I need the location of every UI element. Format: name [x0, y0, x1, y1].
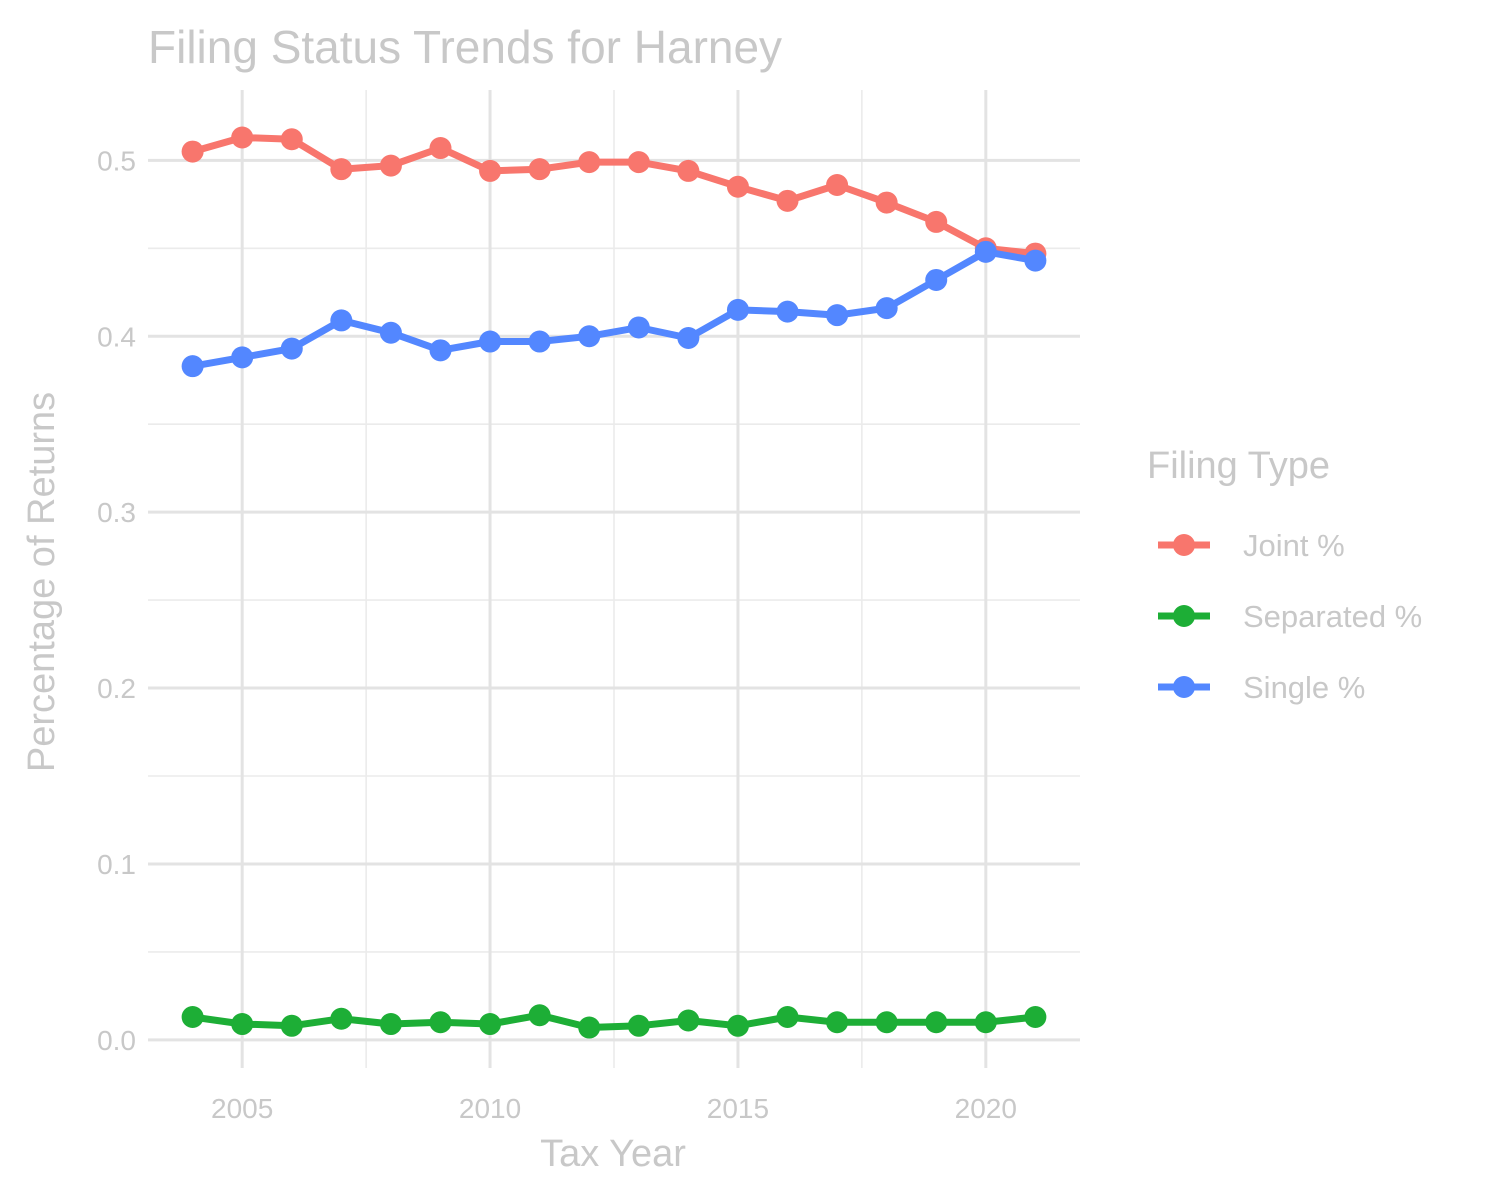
data-point-joint: [726, 175, 749, 198]
data-point-single: [181, 355, 204, 378]
data-point-joint: [231, 126, 254, 149]
data-point-separated: [974, 1011, 997, 1034]
data-point-separated: [1024, 1005, 1047, 1028]
data-point-single: [578, 325, 601, 348]
data-point-separated: [280, 1014, 303, 1037]
data-point-joint: [875, 191, 898, 214]
y-tick-label: 0.5: [97, 145, 136, 176]
legend-key-point: [1173, 605, 1195, 627]
x-tick-label: 2015: [707, 1093, 769, 1124]
data-point-joint: [429, 137, 452, 160]
legend-key-point: [1173, 676, 1195, 698]
data-point-joint: [479, 159, 502, 182]
y-tick-label: 0.4: [97, 321, 136, 352]
data-point-joint: [578, 151, 601, 174]
data-point-single: [330, 309, 353, 332]
data-point-single: [776, 300, 799, 323]
legend-item-single: Single %: [1158, 670, 1365, 705]
legend: Filing Type Joint % Separated % Single %: [1147, 445, 1422, 705]
chart-title: Filing Status Trends for Harney: [148, 21, 782, 73]
data-point-single: [528, 330, 551, 353]
x-axis-title: Tax Year: [540, 1133, 686, 1175]
data-point-single: [429, 339, 452, 362]
data-point-single: [925, 268, 948, 291]
data-point-separated: [528, 1004, 551, 1027]
data-point-single: [379, 321, 402, 344]
data-point-joint: [776, 189, 799, 212]
legend-title: Filing Type: [1147, 445, 1330, 487]
y-axis-title: Percentage of Returns: [21, 392, 63, 772]
data-point-separated: [925, 1011, 948, 1034]
data-point-joint: [379, 154, 402, 177]
data-point-joint: [925, 210, 948, 233]
data-point-joint: [826, 173, 849, 196]
series-separated: [181, 1004, 1047, 1039]
legend-label: Separated %: [1243, 599, 1422, 634]
data-point-separated: [677, 1009, 700, 1032]
series-single: [181, 240, 1047, 378]
axis-tick-labels: 2005 2010 2015 2020 0.0 0.1 0.2 0.3 0.4 0.5: [97, 145, 1017, 1124]
data-point-single: [479, 330, 502, 353]
x-tick-label: 2020: [955, 1093, 1017, 1124]
data-point-joint: [280, 128, 303, 151]
data-point-separated: [479, 1013, 502, 1036]
data-point-single: [280, 337, 303, 360]
data-series: [181, 126, 1047, 1039]
data-point-separated: [429, 1011, 452, 1034]
data-point-single: [1024, 249, 1047, 272]
data-point-single: [726, 298, 749, 321]
data-point-separated: [578, 1016, 601, 1039]
data-point-joint: [677, 159, 700, 182]
x-tick-label: 2010: [459, 1093, 521, 1124]
legend-label: Joint %: [1243, 528, 1345, 563]
grid-lines: [148, 90, 1080, 1068]
data-point-separated: [231, 1013, 254, 1036]
y-tick-label: 0.2: [97, 673, 136, 704]
data-point-single: [231, 346, 254, 369]
data-point-joint: [181, 140, 204, 163]
data-point-joint: [528, 158, 551, 181]
x-tick-label: 2005: [211, 1093, 273, 1124]
data-point-single: [677, 327, 700, 350]
data-point-separated: [181, 1005, 204, 1028]
data-point-joint: [627, 151, 650, 174]
data-point-separated: [379, 1013, 402, 1036]
data-point-single: [974, 240, 997, 263]
data-point-joint: [330, 158, 353, 181]
y-tick-label: 0.3: [97, 497, 136, 528]
legend-item-joint: Joint %: [1158, 528, 1345, 563]
legend-key-point: [1173, 534, 1195, 556]
data-point-single: [826, 304, 849, 327]
legend-label: Single %: [1243, 670, 1365, 705]
data-point-separated: [875, 1011, 898, 1034]
data-point-single: [875, 297, 898, 320]
y-tick-label: 0.1: [97, 849, 136, 880]
data-point-separated: [627, 1014, 650, 1037]
legend-item-separated: Separated %: [1158, 599, 1422, 634]
legend-items: Joint % Separated % Single %: [1158, 528, 1422, 705]
data-point-separated: [330, 1007, 353, 1030]
data-point-separated: [826, 1011, 849, 1034]
data-point-single: [627, 316, 650, 339]
y-tick-label: 0.0: [97, 1025, 136, 1056]
data-point-separated: [776, 1005, 799, 1028]
data-point-separated: [726, 1014, 749, 1037]
